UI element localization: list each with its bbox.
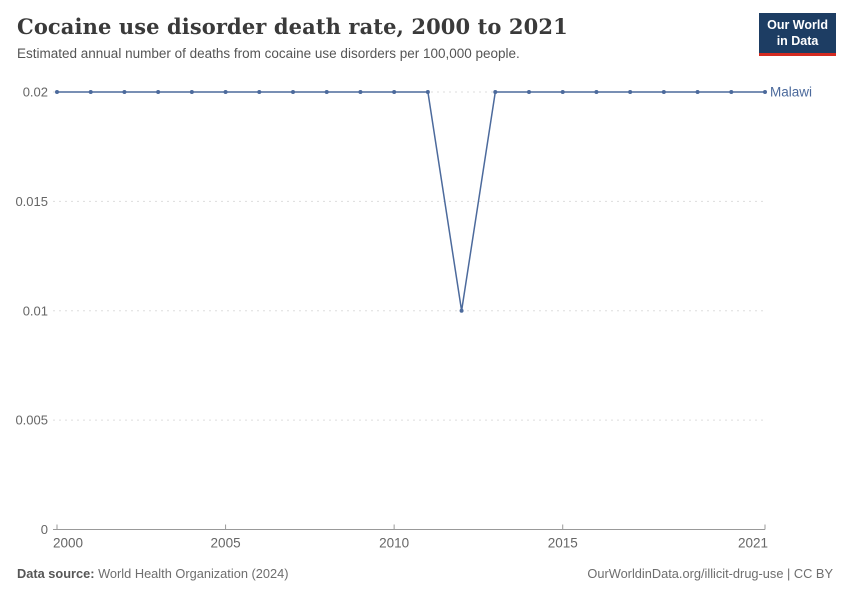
data-point-marker[interactable] (661, 90, 666, 94)
x-axis-tick-label: 2000 (53, 536, 83, 551)
owid-logo-line1: Our World (767, 18, 828, 32)
x-axis-tick-label: 2021 (738, 536, 768, 551)
owid-logo[interactable]: Our World in Data (759, 13, 836, 56)
data-point-marker[interactable] (156, 90, 161, 94)
x-axis-tick-label: 2005 (211, 536, 241, 551)
data-point-marker[interactable] (223, 90, 228, 94)
y-axis-tick-label: 0.02 (23, 85, 48, 100)
y-axis-tick-label: 0 (41, 522, 48, 537)
data-point-marker[interactable] (189, 90, 194, 94)
data-point-marker[interactable] (459, 308, 464, 313)
series-entity-label[interactable]: Malawi (770, 85, 812, 100)
data-point-marker[interactable] (88, 90, 93, 94)
data-point-marker[interactable] (493, 90, 498, 94)
data-point-marker[interactable] (257, 90, 262, 94)
data-point-marker[interactable] (763, 90, 767, 94)
data-point-marker[interactable] (425, 90, 430, 94)
data-point-marker[interactable] (527, 90, 531, 94)
y-axis-tick-label: 0.005 (15, 413, 48, 428)
data-point-marker[interactable] (695, 90, 700, 94)
data-point-marker[interactable] (729, 90, 734, 94)
data-point-marker[interactable] (122, 90, 127, 94)
x-axis-tick-label: 2015 (548, 536, 578, 551)
y-axis-tick-label: 0.01 (23, 303, 48, 318)
data-point-marker[interactable] (55, 90, 59, 94)
data-source-label: Data source: (17, 566, 95, 581)
data-point-marker[interactable] (324, 90, 329, 94)
data-source-note: Data source: World Health Organization (… (17, 566, 288, 581)
malawi-line-series[interactable] (57, 91, 765, 312)
chart-title: Cocaine use disorder death rate, 2000 to… (17, 14, 568, 39)
y-axis-tick-label: 0.015 (15, 194, 48, 209)
data-point-marker[interactable] (358, 90, 363, 94)
chart-footer: Data source: World Health Organization (… (17, 566, 833, 581)
data-point-marker[interactable] (392, 90, 397, 94)
data-point-marker[interactable] (560, 90, 565, 94)
license-credit-link[interactable]: OurWorldinData.org/illicit-drug-use | CC… (587, 566, 833, 581)
x-axis-tick-label: 2010 (379, 536, 409, 551)
chart-header: Cocaine use disorder death rate, 2000 to… (17, 14, 757, 61)
data-source-text: World Health Organization (2024) (94, 566, 289, 581)
chart-subtitle: Estimated annual number of deaths from c… (17, 46, 520, 61)
data-point-marker[interactable] (594, 90, 599, 94)
data-point-marker[interactable] (628, 90, 633, 94)
data-point-marker[interactable] (291, 90, 295, 94)
owid-logo-line2: in Data (776, 34, 819, 49)
